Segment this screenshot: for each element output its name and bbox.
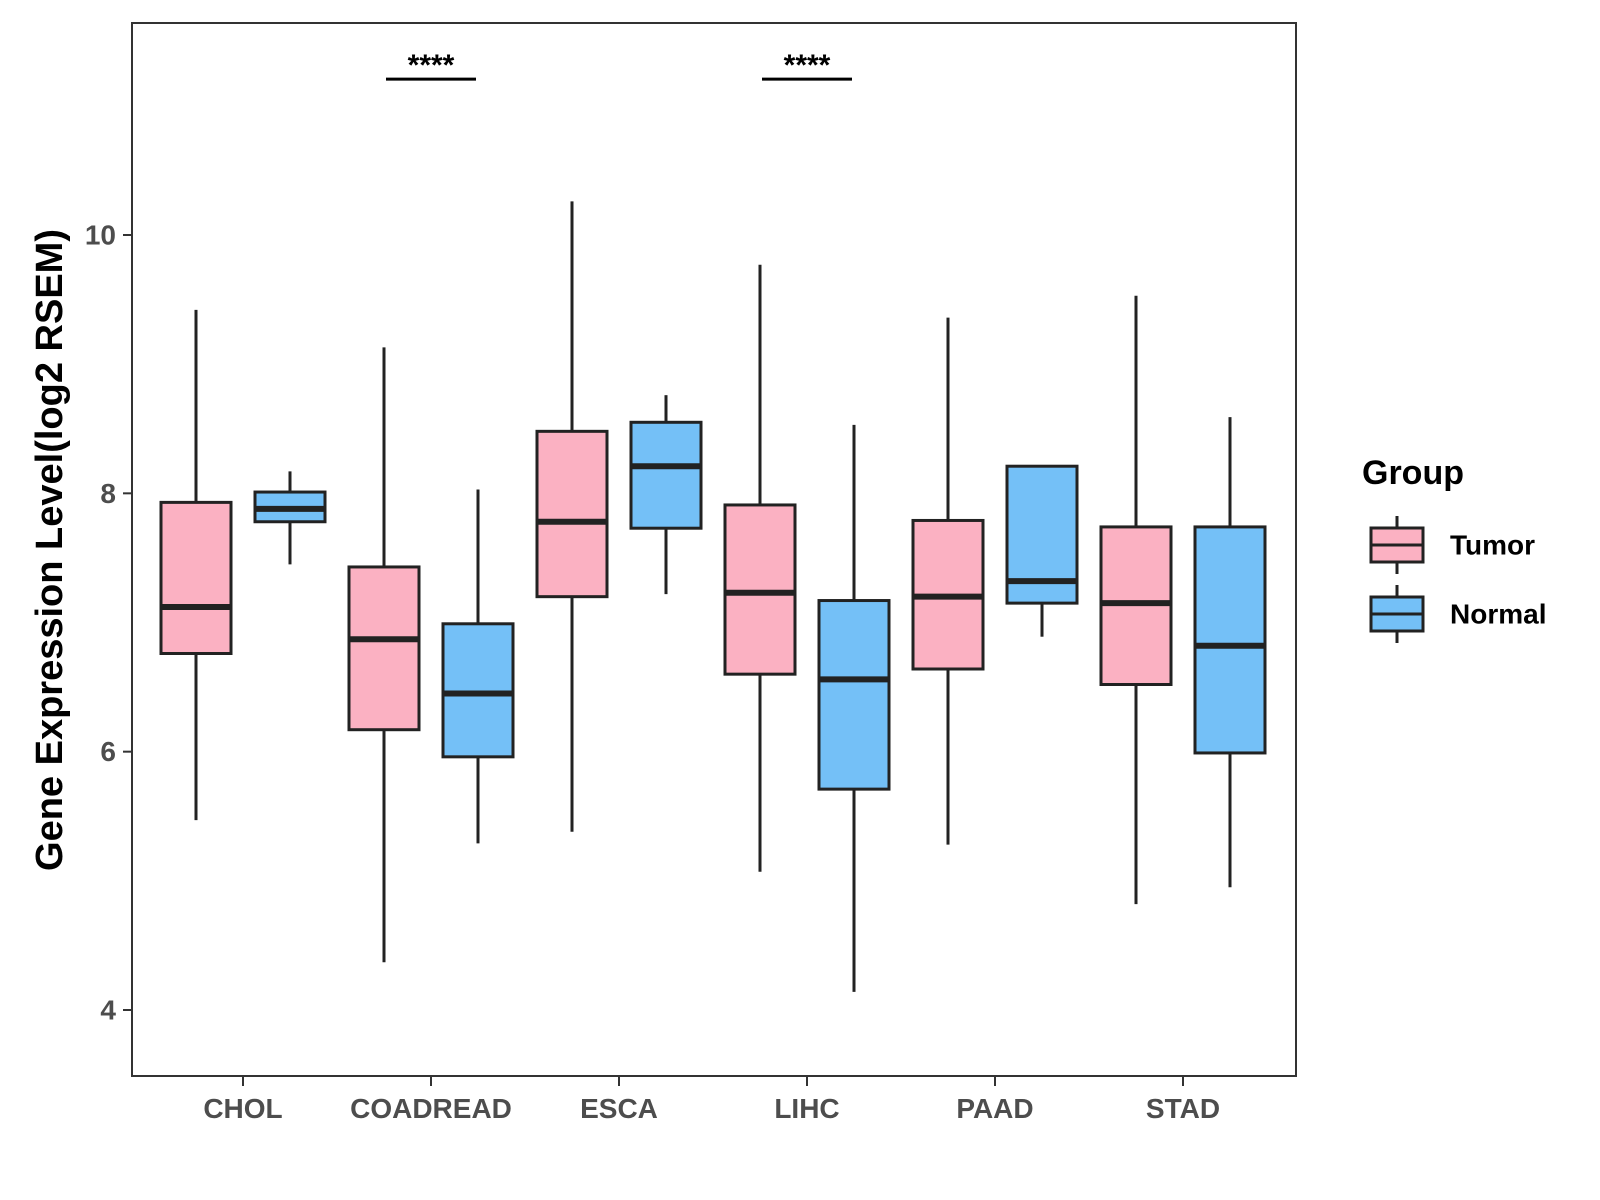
x-tick-label: COADREAD: [350, 1093, 512, 1124]
legend-title: Group: [1362, 454, 1464, 492]
x-tick-label: PAAD: [956, 1093, 1033, 1124]
box-tumor-lihc: [723, 264, 797, 872]
y-tick-label: 10: [85, 220, 116, 251]
box-iqr: [629, 420, 703, 530]
box-normal-stad: [1193, 417, 1267, 888]
box-tumor-chol: [159, 309, 233, 821]
x-tick-label: ESCA: [580, 1093, 658, 1124]
x-tick-label: STAD: [1146, 1093, 1220, 1124]
box-normal-lihc: [817, 424, 891, 992]
y-axis-label: Gene Expression Level(log2 RSEM): [29, 229, 71, 871]
x-axis: CHOL COADREAD ESCA LIHC PAAD STAD: [203, 1076, 1220, 1124]
legend-label: Normal: [1450, 599, 1546, 630]
box-series: [159, 201, 1267, 992]
series-tumor: [159, 201, 1173, 963]
significance-annotations: **** ****: [386, 49, 852, 82]
y-tick-label: 8: [100, 478, 116, 509]
x-tick-label: LIHC: [774, 1093, 839, 1124]
box-normal-paad: [1005, 464, 1079, 637]
legend-label: Tumor: [1450, 530, 1535, 561]
box-normal-coadread: [441, 489, 515, 844]
box-iqr: [159, 500, 233, 655]
box-tumor-stad: [1099, 295, 1173, 905]
box-normal-esca: [629, 395, 703, 595]
box-tumor-esca: [535, 201, 609, 832]
legend-item-tumor: Tumor: [1369, 516, 1535, 574]
box-tumor-coadread: [347, 347, 421, 963]
significance-label: ****: [408, 49, 455, 82]
y-tick-label: 4: [100, 995, 116, 1026]
box-iqr: [441, 622, 515, 759]
box-iqr: [535, 429, 609, 599]
legend: Group Tumor Normal: [1362, 454, 1546, 643]
series-normal: [253, 395, 1267, 992]
box-iqr: [817, 599, 891, 791]
y-axis: 4 6 8 10: [85, 220, 132, 1026]
y-tick-label: 6: [100, 736, 116, 767]
box-tumor-paad: [911, 317, 985, 845]
box-iqr: [347, 565, 421, 732]
x-tick-label: CHOL: [203, 1093, 282, 1124]
box-iqr: [723, 503, 797, 676]
legend-item-normal: Normal: [1369, 585, 1546, 643]
box-iqr: [1193, 525, 1267, 755]
significance-label: ****: [784, 49, 831, 82]
box-normal-chol: [253, 471, 327, 565]
